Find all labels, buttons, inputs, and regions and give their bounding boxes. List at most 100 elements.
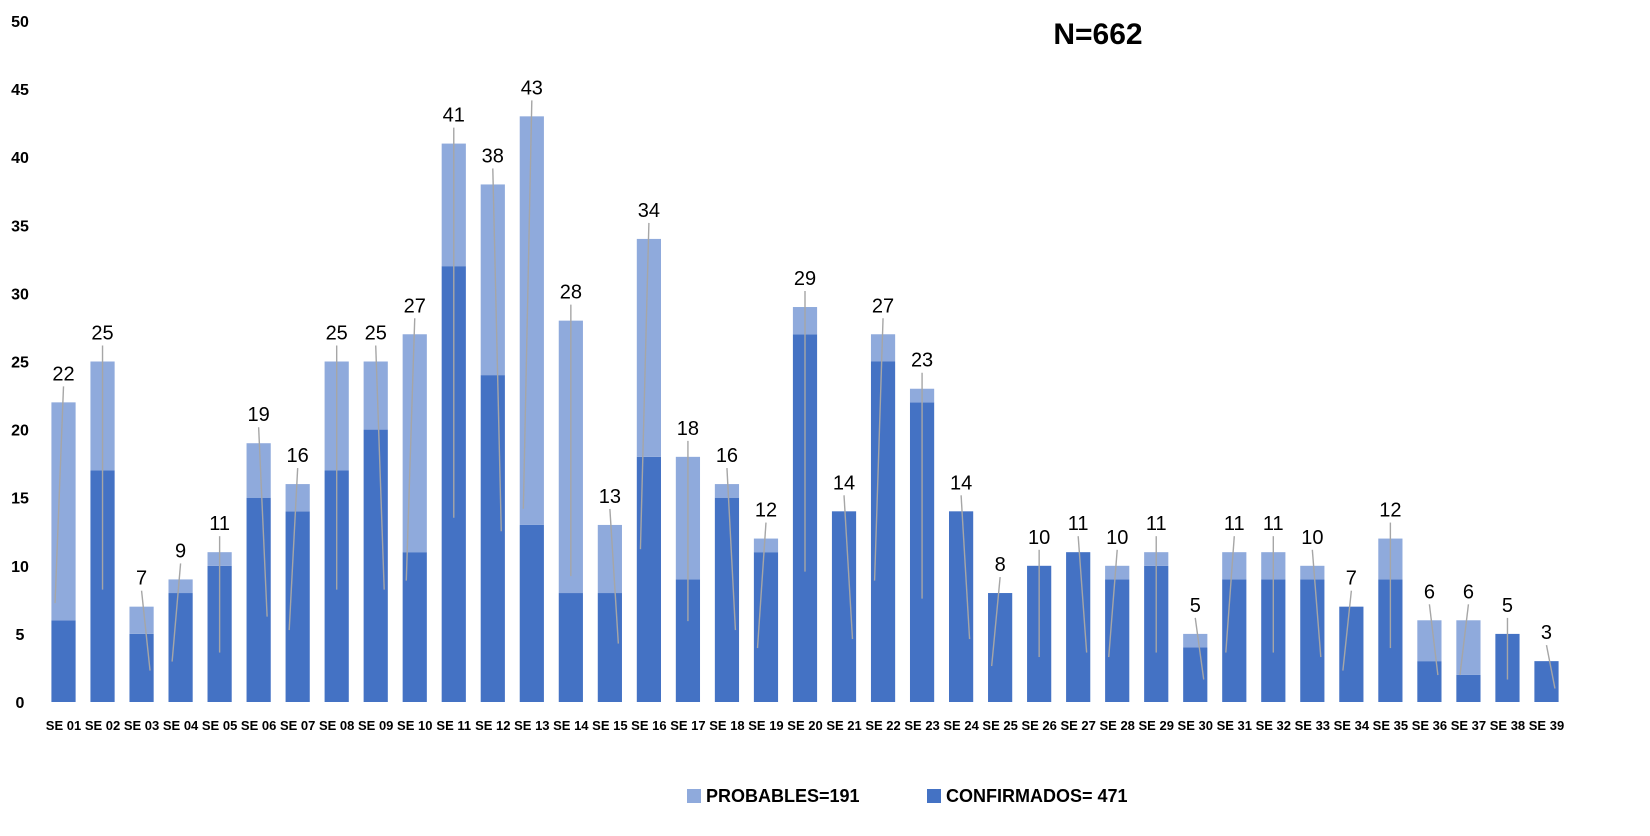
sample-size-annotation: N=662 bbox=[1053, 18, 1142, 51]
data-label-total: 34 bbox=[638, 200, 660, 222]
data-label-total: 28 bbox=[560, 282, 582, 304]
data-label-total: 7 bbox=[1346, 568, 1357, 590]
x-tick-label: SE 06 bbox=[241, 718, 276, 733]
x-tick-label: SE 01 bbox=[46, 718, 81, 733]
data-label-total: 25 bbox=[326, 323, 348, 345]
x-tick-label: SE 19 bbox=[748, 718, 783, 733]
data-label-total: 11 bbox=[1068, 513, 1089, 535]
x-tick-label: SE 02 bbox=[85, 718, 120, 733]
data-label-total: 11 bbox=[1146, 513, 1167, 535]
y-tick-label: 0 bbox=[16, 695, 25, 712]
legend-label-confirmados: CONFIRMADOS= 471 bbox=[946, 786, 1128, 806]
x-tick-label: SE 11 bbox=[436, 718, 471, 733]
bar-probables bbox=[285, 484, 310, 512]
bar-confirmados bbox=[949, 511, 974, 702]
x-tick-label: SE 23 bbox=[904, 718, 939, 733]
bar-confirmados bbox=[714, 497, 740, 702]
bar-probables bbox=[363, 361, 388, 430]
label-leader-line bbox=[288, 468, 299, 631]
x-tick-label: SE 29 bbox=[1139, 718, 1174, 733]
data-label-total: 3 bbox=[1541, 622, 1552, 644]
label-leader-line bbox=[1077, 536, 1088, 653]
data-label-total: 12 bbox=[1379, 500, 1401, 522]
data-label-total: 11 bbox=[209, 513, 230, 535]
bar-probables bbox=[1183, 633, 1208, 648]
bar-probables bbox=[753, 538, 779, 553]
y-tick-label: 35 bbox=[11, 218, 29, 235]
label-leader-line bbox=[257, 427, 268, 617]
data-label-total: 38 bbox=[482, 145, 504, 167]
x-tick-label: SE 25 bbox=[982, 718, 1017, 733]
data-label-total: 10 bbox=[1028, 527, 1050, 549]
bar-probables bbox=[1105, 565, 1130, 580]
data-label-total: 6 bbox=[1424, 581, 1435, 603]
y-tick-label: 50 bbox=[11, 14, 29, 31]
data-label-total: 14 bbox=[833, 472, 855, 494]
data-label-total: 16 bbox=[716, 445, 738, 467]
label-leader-lines bbox=[54, 100, 1556, 689]
legend: PROBABLES=191 CONFIRMADOS= 471 bbox=[687, 786, 1128, 806]
label-leader-line bbox=[873, 318, 884, 581]
bar-probables bbox=[1222, 552, 1247, 580]
bar-probables bbox=[597, 524, 622, 594]
y-tick-label: 30 bbox=[11, 286, 29, 303]
bar-confirmados bbox=[597, 593, 622, 702]
bar-probables bbox=[1417, 620, 1442, 662]
y-tick-label: 10 bbox=[11, 559, 29, 576]
data-label-total: 11 bbox=[1224, 513, 1245, 535]
x-tick-label: SE 20 bbox=[787, 718, 822, 733]
data-label-total: 27 bbox=[404, 295, 426, 317]
label-leader-line bbox=[756, 522, 767, 649]
x-tick-label: SE 18 bbox=[709, 718, 744, 733]
x-tick-label: SE 09 bbox=[358, 718, 393, 733]
x-tick-label: SE 21 bbox=[826, 718, 861, 733]
y-tick-label: 40 bbox=[11, 150, 29, 167]
bar-confirmados bbox=[558, 593, 583, 702]
x-tick-label: SE 33 bbox=[1295, 718, 1330, 733]
label-leader-line bbox=[375, 345, 385, 590]
label-leader-line bbox=[960, 495, 971, 640]
y-tick-label: 15 bbox=[11, 491, 29, 508]
data-label-total: 22 bbox=[52, 363, 74, 385]
y-tick-label: 5 bbox=[16, 627, 25, 644]
data-label-total: 9 bbox=[175, 540, 186, 562]
x-tick-label: SE 15 bbox=[592, 718, 627, 733]
x-tick-label: SE 17 bbox=[670, 718, 705, 733]
data-label-total: 5 bbox=[1502, 595, 1513, 617]
bar-probables bbox=[129, 606, 154, 634]
y-tick-label: 20 bbox=[11, 423, 29, 440]
label-leader-line bbox=[1428, 604, 1439, 676]
x-tick-label: SE 28 bbox=[1099, 718, 1134, 733]
label-leader-line bbox=[843, 495, 854, 640]
bar-confirmados bbox=[1222, 579, 1247, 702]
bar-confirmados bbox=[246, 497, 271, 702]
bar-confirmados bbox=[1456, 674, 1481, 702]
data-label-total: 25 bbox=[91, 323, 113, 345]
data-label-total: 41 bbox=[443, 105, 465, 127]
bar-confirmados bbox=[1066, 552, 1091, 702]
bar-confirmados bbox=[870, 361, 896, 702]
x-tick-label: SE 13 bbox=[514, 718, 549, 733]
bar-confirmados bbox=[1417, 661, 1442, 702]
x-tick-label: SE 35 bbox=[1373, 718, 1408, 733]
data-label-total: 27 bbox=[872, 295, 894, 317]
x-tick-label: SE 16 bbox=[631, 718, 666, 733]
data-label-total: 29 bbox=[794, 268, 816, 290]
x-tick-label: SE 03 bbox=[124, 718, 159, 733]
x-tick-label: SE 10 bbox=[397, 718, 432, 733]
bar-probables bbox=[480, 184, 505, 376]
data-label-total: 19 bbox=[248, 404, 270, 426]
data-label-total: 13 bbox=[599, 486, 621, 508]
bars bbox=[51, 116, 1559, 702]
label-leader-line bbox=[1545, 645, 1556, 689]
bar-confirmados bbox=[363, 429, 388, 702]
bar-confirmados bbox=[636, 456, 661, 702]
data-label-total: 12 bbox=[755, 500, 777, 522]
legend-swatch-confirmados bbox=[927, 789, 941, 803]
legend-swatch-probables bbox=[687, 789, 701, 803]
x-tick-label: SE 36 bbox=[1412, 718, 1447, 733]
x-tick-label: SE 34 bbox=[1334, 718, 1370, 733]
bar-probables bbox=[1300, 565, 1325, 580]
data-label-total: 7 bbox=[136, 568, 147, 590]
